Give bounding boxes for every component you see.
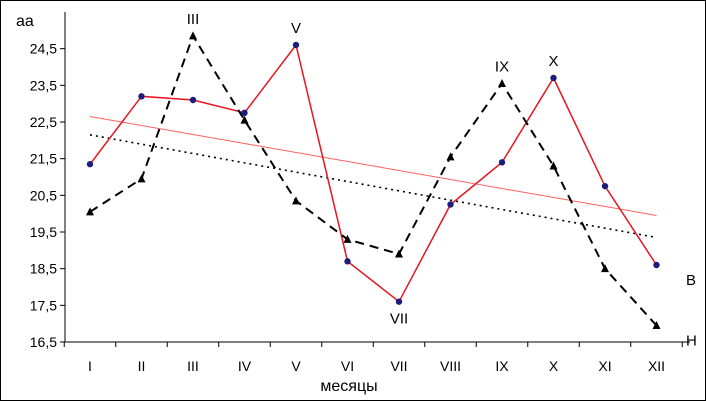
x-tick-label: X [549,358,559,374]
data-point [601,182,609,190]
data-point [292,196,300,205]
y-tick-label: 20,5 [30,187,57,203]
y-tick-label: 22,5 [30,114,57,130]
data-point [343,234,352,243]
trendline [89,116,657,216]
series-line [89,43,658,303]
x-tick-label: VI [341,358,354,374]
x-tick-label: I [88,358,92,374]
x-tick-label: II [138,358,146,374]
axes: 16,517,518,519,520,521,522,523,524,5I II I… [30,12,690,374]
series-end-label: H [686,333,697,350]
data-point [189,31,197,40]
trendlines [89,116,657,239]
data-point [652,321,661,329]
data-point [498,159,506,166]
data-point [240,115,249,124]
y-axis-title: aa [16,13,34,30]
y-tick-label: 16,5 [30,334,57,350]
series-line [89,33,658,327]
chart-labels: III V VII IX X B H [187,11,697,350]
data-point [395,298,403,305]
data-point [601,264,609,273]
y-tick-label: 23,5 [30,77,57,93]
y-tick-label: 17,5 [30,297,57,313]
data-point [549,161,558,170]
point-annotation: V [291,20,301,37]
data-point [86,207,94,216]
x-tick-label: III [187,358,199,374]
data-point [344,258,351,265]
data-point [292,41,300,49]
data-point [447,201,454,208]
series-markers [86,31,661,329]
x-axis-title: месяцы [320,378,377,395]
x-tick-label: IX [495,358,509,374]
y-tick-label: 18,5 [30,261,57,277]
point-annotation: III [187,11,200,28]
x-tick-label: XII [648,358,665,374]
data-point [446,152,455,161]
data-point [498,79,506,87]
trendline [89,134,657,239]
data-point [86,160,94,168]
y-tick-label: 19,5 [30,224,57,240]
x-tick-label: IV [238,358,252,374]
data-point [138,93,145,100]
x-tick-label: VII [390,358,407,374]
point-annotation: IX [495,59,509,76]
x-tick-label: V [291,358,301,374]
data-point [241,109,248,117]
data-point [550,74,557,82]
data-point [395,249,403,258]
series-lines [89,33,658,327]
data-point [189,96,197,104]
data-point [653,261,660,269]
data-point [137,174,146,183]
series-end-label: B [686,272,696,289]
x-tick-label: XI [598,358,611,374]
point-annotation: X [548,53,558,70]
point-annotation: VII [390,311,408,328]
y-tick-label: 21,5 [30,151,57,167]
y-tick-label: 24,5 [30,41,57,57]
x-tick-label: VIII [440,358,461,374]
